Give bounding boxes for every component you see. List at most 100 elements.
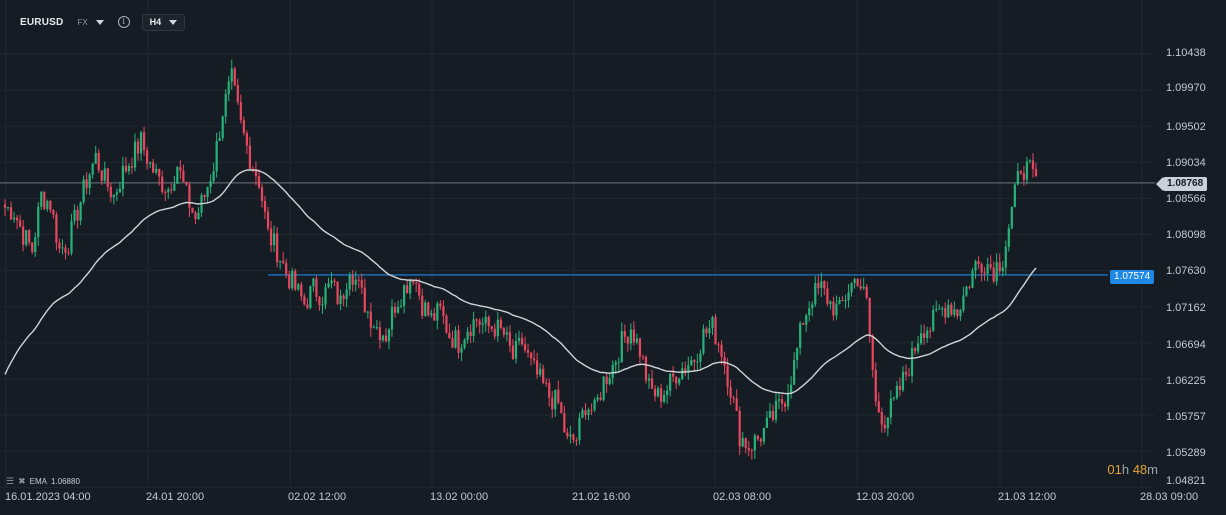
time-axis-label: 02.02 12:00 — [288, 491, 347, 503]
candle-down — [980, 264, 983, 273]
candle-up — [938, 308, 941, 310]
candle-down — [478, 320, 481, 325]
candle-countdown: 01h 48m — [1107, 462, 1158, 477]
candle-up — [167, 189, 170, 193]
candle-down — [442, 306, 445, 316]
candle-up — [396, 306, 400, 313]
candle-down — [421, 295, 424, 316]
candle-down — [638, 338, 642, 357]
candle-up — [539, 368, 542, 375]
candle-down — [182, 170, 185, 182]
candle-down — [106, 168, 109, 187]
candle-down — [723, 356, 726, 366]
candle-up — [366, 311, 369, 313]
candle-down — [318, 296, 321, 306]
candle-up — [808, 308, 811, 316]
candle-down — [248, 145, 252, 169]
candle-down — [950, 304, 953, 315]
candle-down — [868, 297, 871, 337]
price-axis-label: 1.06225 — [1166, 375, 1206, 387]
candle-down — [384, 335, 388, 342]
symbol-dropdown-caret-icon[interactable] — [95, 19, 104, 25]
candle-up — [965, 286, 968, 296]
candle-up — [227, 81, 230, 95]
candle-up — [463, 339, 466, 348]
candle-down — [823, 281, 826, 289]
candle-down — [817, 283, 820, 288]
candle-down — [188, 184, 191, 208]
candle-up — [327, 283, 330, 288]
candle-up — [309, 286, 312, 308]
candle-up — [297, 284, 300, 290]
candle-down — [288, 274, 291, 289]
candle-up — [862, 286, 865, 289]
candle-up — [481, 323, 484, 325]
horizontal-level-tag[interactable]: 1.07574 — [1110, 270, 1155, 284]
candle-down — [448, 332, 451, 339]
candle-up — [402, 285, 406, 306]
info-icon[interactable]: i — [117, 16, 130, 28]
candle-up — [354, 279, 357, 285]
candle-up — [88, 174, 91, 189]
candle-down — [109, 186, 112, 198]
candle-down — [445, 315, 448, 333]
countdown-hours-unit: h — [1121, 462, 1130, 477]
time-axis-label: 12.03 20:00 — [856, 491, 915, 503]
candle-up — [312, 278, 315, 287]
indicator-settings-icon[interactable]: ☰ — [6, 476, 15, 486]
candle-up — [889, 398, 892, 418]
candle-up — [678, 378, 681, 384]
candle-down — [9, 207, 13, 220]
candle-down — [300, 284, 303, 297]
candle-up — [829, 301, 832, 305]
candle-up — [620, 330, 623, 362]
candle-up — [916, 343, 920, 352]
candle-down — [378, 327, 382, 341]
candle-up — [941, 307, 944, 309]
candle-down — [22, 226, 25, 245]
candle-down — [747, 448, 750, 451]
candle-down — [859, 286, 862, 289]
candle-up — [611, 364, 614, 379]
candle-down — [475, 319, 478, 321]
timeframe-button[interactable]: H4 — [141, 13, 186, 31]
candle-down — [179, 167, 182, 171]
countdown-minutes-unit: m — [1147, 462, 1158, 477]
candle-up — [139, 132, 143, 154]
candle-up — [741, 437, 744, 447]
candle-up — [221, 116, 224, 139]
candle-up — [895, 385, 899, 398]
candle-up — [1025, 161, 1029, 180]
candle-down — [487, 316, 490, 327]
candle-up — [777, 399, 781, 401]
time-axis-label: 16.01.2023 04:00 — [5, 491, 91, 503]
candle-down — [502, 328, 505, 335]
candle-down — [451, 338, 454, 348]
indicator-label: EMA — [29, 477, 47, 486]
candle-down — [923, 333, 926, 338]
candle-down — [418, 283, 421, 296]
candle-down — [508, 332, 512, 346]
candle-up — [272, 233, 276, 246]
candle-up — [786, 393, 790, 407]
candle-up — [811, 304, 814, 309]
candle-up — [995, 262, 998, 282]
candle-up — [91, 163, 94, 175]
candle-up — [669, 373, 672, 391]
candle-down — [977, 261, 980, 265]
indicator-remove-icon[interactable]: ✖ — [18, 476, 26, 486]
candle-down — [557, 389, 560, 403]
candle-down — [705, 328, 708, 334]
symbol-name[interactable]: EURUSD — [20, 16, 64, 28]
candle-up — [953, 309, 956, 315]
candle-down — [191, 207, 194, 213]
candle-down — [526, 350, 530, 353]
candle-down — [31, 242, 34, 252]
candle-down — [28, 230, 31, 243]
candle-down — [369, 311, 372, 328]
candle-up — [635, 338, 639, 343]
candle-down — [493, 328, 496, 337]
candle-up — [372, 327, 375, 329]
candle-down — [285, 263, 288, 275]
